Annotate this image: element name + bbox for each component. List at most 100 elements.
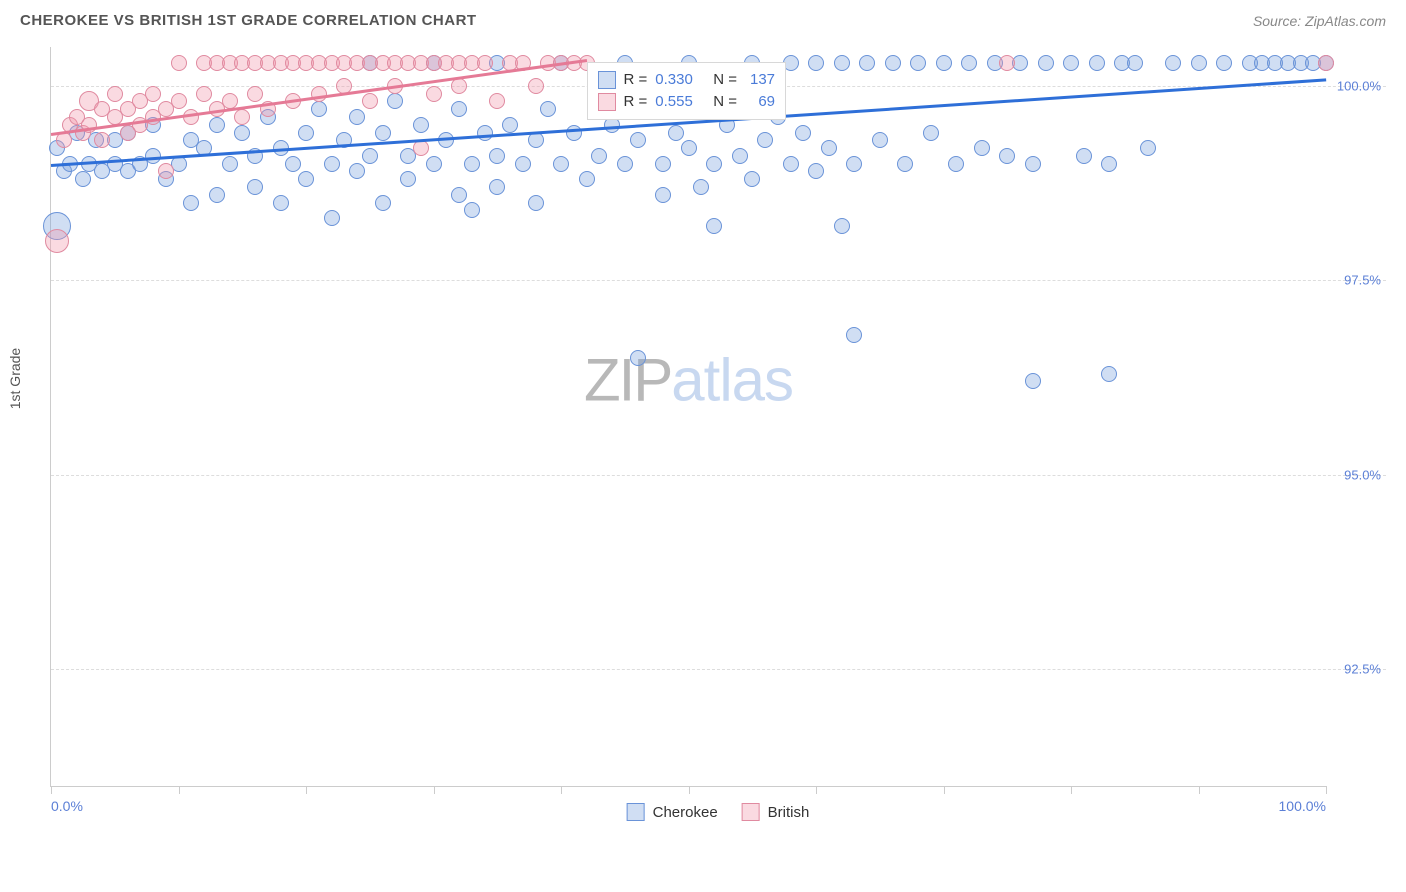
- data-point: [744, 171, 760, 187]
- data-point: [426, 156, 442, 172]
- x-tick: [1071, 786, 1072, 794]
- data-point: [349, 109, 365, 125]
- data-point: [375, 195, 391, 211]
- data-point: [936, 55, 952, 71]
- gridline: [51, 280, 1386, 281]
- data-point: [324, 156, 340, 172]
- stats-row: R = 0.555 N = 69: [598, 91, 776, 113]
- data-point: [1140, 140, 1156, 156]
- stats-row: R =0.330N =137: [598, 69, 776, 91]
- stat-n-label: N =: [713, 71, 737, 88]
- data-point: [846, 156, 862, 172]
- chart-header: CHEROKEE VS BRITISH 1ST GRADE CORRELATIO…: [0, 0, 1406, 37]
- legend-item: Cherokee: [627, 803, 718, 821]
- data-point: [834, 218, 850, 234]
- stat-r-value: 0.555: [655, 93, 705, 110]
- data-point: [1191, 55, 1207, 71]
- data-point: [1076, 148, 1092, 164]
- stat-r-label: R =: [624, 93, 648, 110]
- data-point: [413, 117, 429, 133]
- legend-item: British: [742, 803, 810, 821]
- stat-n-label: N =: [713, 93, 737, 110]
- data-point: [668, 125, 684, 141]
- data-point: [234, 125, 250, 141]
- data-point: [1063, 55, 1079, 71]
- series-swatch: [598, 71, 616, 89]
- data-point: [515, 156, 531, 172]
- data-point: [362, 93, 378, 109]
- x-tick: [179, 786, 180, 794]
- data-point: [285, 156, 301, 172]
- data-point: [183, 195, 199, 211]
- data-point: [234, 109, 250, 125]
- data-point: [56, 132, 72, 148]
- y-tick-label: 100.0%: [1337, 78, 1381, 93]
- x-tick: [689, 786, 690, 794]
- y-tick-label: 92.5%: [1344, 662, 1381, 677]
- data-point: [566, 125, 582, 141]
- data-point: [375, 125, 391, 141]
- chart-title: CHEROKEE VS BRITISH 1ST GRADE CORRELATIO…: [20, 12, 477, 29]
- data-point: [897, 156, 913, 172]
- x-tick: [944, 786, 945, 794]
- data-point: [94, 132, 110, 148]
- data-point: [1038, 55, 1054, 71]
- x-tick-label: 100.0%: [1279, 798, 1326, 814]
- data-point: [171, 93, 187, 109]
- data-point: [821, 140, 837, 156]
- data-point: [579, 171, 595, 187]
- data-point: [298, 125, 314, 141]
- data-point: [974, 140, 990, 156]
- data-point: [872, 132, 888, 148]
- data-point: [196, 86, 212, 102]
- x-tick: [1326, 786, 1327, 794]
- y-axis-label: 1st Grade: [7, 348, 23, 409]
- data-point: [859, 55, 875, 71]
- data-point: [1025, 156, 1041, 172]
- data-point: [783, 156, 799, 172]
- data-point: [464, 202, 480, 218]
- data-point: [502, 117, 518, 133]
- data-point: [311, 101, 327, 117]
- watermark-part1: ZIP: [584, 346, 671, 413]
- data-point: [171, 55, 187, 71]
- data-point: [451, 187, 467, 203]
- data-point: [209, 117, 225, 133]
- data-point: [1127, 55, 1143, 71]
- y-tick-label: 97.5%: [1344, 273, 1381, 288]
- data-point: [808, 163, 824, 179]
- data-point: [630, 350, 646, 366]
- gridline: [51, 669, 1386, 670]
- stat-n-value: 137: [745, 71, 775, 88]
- gridline: [51, 475, 1386, 476]
- x-tick: [51, 786, 52, 794]
- data-point: [795, 125, 811, 141]
- data-point: [247, 179, 263, 195]
- watermark: ZIPatlas: [584, 345, 793, 414]
- data-point: [757, 132, 773, 148]
- x-tick: [306, 786, 307, 794]
- data-point: [413, 140, 429, 156]
- data-point: [1101, 156, 1117, 172]
- data-point: [247, 86, 263, 102]
- watermark-part2: atlas: [671, 346, 793, 413]
- data-point: [846, 327, 862, 343]
- legend-label: Cherokee: [653, 804, 718, 821]
- data-point: [324, 210, 340, 226]
- stat-r-label: R =: [624, 71, 648, 88]
- data-point: [732, 148, 748, 164]
- data-point: [273, 195, 289, 211]
- stat-n-value: 69: [745, 93, 775, 110]
- data-point: [910, 55, 926, 71]
- data-point: [426, 86, 442, 102]
- data-point: [540, 101, 556, 117]
- data-point: [1089, 55, 1105, 71]
- data-point: [362, 148, 378, 164]
- data-point: [1165, 55, 1181, 71]
- data-point: [75, 171, 91, 187]
- legend: Cherokee British: [627, 803, 810, 821]
- stats-box: R =0.330N =137R =0.555N =69: [587, 62, 787, 120]
- series-swatch: [598, 93, 616, 111]
- data-point: [885, 55, 901, 71]
- data-point: [528, 195, 544, 211]
